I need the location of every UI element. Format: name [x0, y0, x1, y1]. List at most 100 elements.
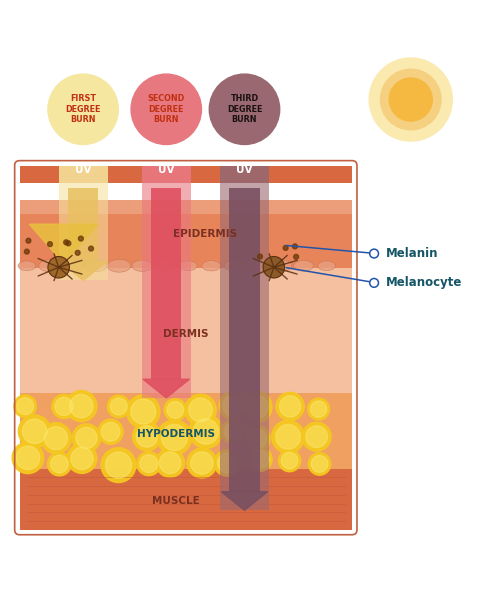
Circle shape	[380, 69, 440, 130]
Ellipse shape	[132, 260, 152, 271]
Circle shape	[159, 452, 181, 473]
Circle shape	[22, 419, 47, 443]
Bar	[229, 188, 259, 491]
Bar	[68, 188, 98, 262]
Circle shape	[224, 423, 241, 440]
Circle shape	[209, 74, 279, 145]
Circle shape	[156, 449, 184, 477]
Circle shape	[275, 424, 300, 449]
Circle shape	[221, 420, 244, 443]
Circle shape	[18, 415, 51, 448]
Circle shape	[190, 452, 213, 474]
Circle shape	[240, 391, 271, 423]
Circle shape	[271, 421, 304, 453]
Circle shape	[78, 236, 83, 241]
Circle shape	[305, 426, 327, 448]
Bar	[59, 166, 107, 280]
Circle shape	[164, 398, 186, 421]
Circle shape	[101, 448, 136, 482]
Circle shape	[47, 242, 52, 247]
Ellipse shape	[155, 260, 175, 271]
Ellipse shape	[202, 260, 221, 271]
Text: FIRST
DEGREE
BURN: FIRST DEGREE BURN	[65, 94, 101, 124]
Circle shape	[69, 394, 93, 418]
Circle shape	[214, 450, 240, 476]
Ellipse shape	[85, 260, 107, 272]
Circle shape	[388, 78, 431, 121]
Circle shape	[310, 401, 326, 418]
Circle shape	[247, 429, 266, 448]
Circle shape	[48, 74, 118, 145]
Bar	[142, 166, 190, 398]
Circle shape	[369, 249, 378, 258]
Circle shape	[48, 256, 69, 278]
Circle shape	[279, 396, 300, 417]
Circle shape	[132, 422, 161, 451]
Circle shape	[217, 453, 237, 473]
Ellipse shape	[269, 260, 291, 272]
Circle shape	[275, 392, 304, 421]
Ellipse shape	[293, 260, 313, 271]
Ellipse shape	[317, 261, 335, 271]
Circle shape	[41, 422, 71, 454]
Circle shape	[16, 446, 40, 470]
Circle shape	[140, 455, 158, 473]
Bar	[20, 200, 351, 214]
Circle shape	[101, 422, 120, 441]
Circle shape	[247, 447, 271, 471]
Circle shape	[292, 244, 297, 249]
Circle shape	[72, 424, 101, 452]
Ellipse shape	[179, 261, 197, 271]
Circle shape	[188, 398, 212, 422]
Circle shape	[65, 391, 97, 422]
Text: HYPODERMIS: HYPODERMIS	[137, 430, 215, 439]
Circle shape	[105, 452, 131, 478]
Circle shape	[136, 425, 157, 447]
Text: THIRD
DEGREE
BURN: THIRD DEGREE BURN	[226, 94, 262, 124]
Circle shape	[88, 246, 93, 251]
Circle shape	[47, 452, 71, 476]
Bar	[151, 188, 181, 379]
Circle shape	[63, 240, 68, 245]
Text: UV: UV	[236, 166, 252, 175]
Polygon shape	[29, 224, 98, 263]
Ellipse shape	[107, 259, 131, 272]
Circle shape	[71, 448, 93, 470]
Bar	[20, 469, 351, 530]
Circle shape	[193, 419, 218, 444]
Polygon shape	[143, 379, 189, 398]
Circle shape	[66, 241, 71, 246]
Text: SECOND
DEGREE
BURN: SECOND DEGREE BURN	[147, 94, 184, 124]
Text: MUSCLE: MUSCLE	[152, 496, 200, 506]
Text: EPIDERMIS: EPIDERMIS	[173, 229, 237, 239]
Circle shape	[293, 254, 298, 259]
Circle shape	[250, 450, 268, 468]
Circle shape	[244, 395, 267, 419]
Circle shape	[24, 249, 29, 254]
Bar	[59, 166, 107, 182]
Text: Melanin: Melanin	[386, 247, 438, 260]
Circle shape	[17, 398, 34, 415]
Circle shape	[283, 245, 287, 250]
Text: DERMIS: DERMIS	[163, 329, 208, 339]
Bar	[220, 166, 268, 510]
Ellipse shape	[18, 261, 36, 271]
Circle shape	[98, 419, 123, 444]
Circle shape	[107, 395, 130, 418]
Circle shape	[137, 452, 161, 476]
Circle shape	[26, 238, 31, 243]
Bar	[220, 166, 268, 182]
Circle shape	[186, 448, 216, 478]
Bar	[20, 268, 351, 393]
Ellipse shape	[224, 260, 244, 271]
Circle shape	[244, 425, 269, 452]
Circle shape	[161, 424, 187, 451]
Bar	[20, 393, 351, 469]
Circle shape	[14, 395, 36, 418]
Polygon shape	[60, 262, 106, 280]
Circle shape	[263, 256, 284, 278]
Circle shape	[189, 415, 223, 448]
Circle shape	[157, 420, 191, 455]
Circle shape	[257, 254, 262, 259]
Circle shape	[307, 398, 329, 420]
